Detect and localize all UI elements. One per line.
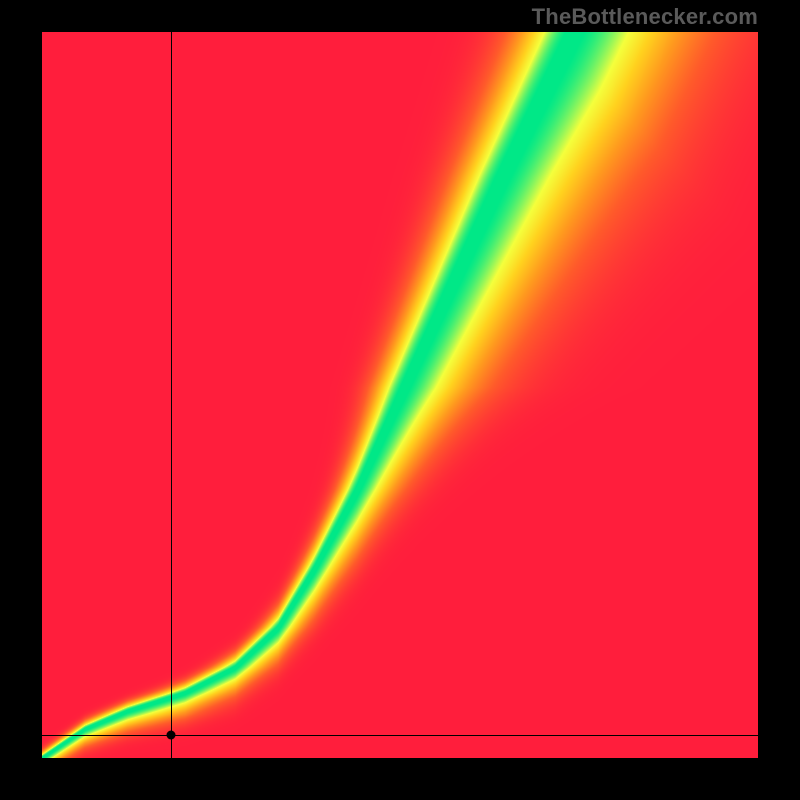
watermark-label: TheBottlenecker.com xyxy=(532,4,758,30)
heatmap-canvas xyxy=(42,32,758,758)
chart-frame: TheBottlenecker.com xyxy=(0,0,800,800)
heatmap-plot xyxy=(42,32,758,758)
marker-point xyxy=(166,730,175,739)
